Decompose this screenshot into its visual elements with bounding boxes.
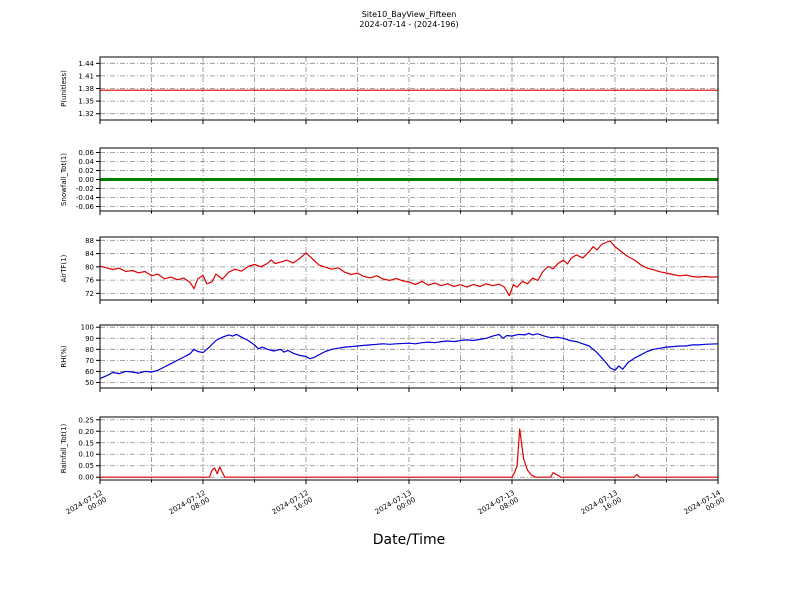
y-tick-label: 100 (81, 324, 94, 332)
y-tick-label: 0.04 (78, 158, 94, 166)
y-tick-label: -0.06 (76, 203, 95, 211)
y-tick-label: 1.41 (78, 72, 94, 80)
x-tick-label: 2024-07-1216:00 (271, 489, 314, 523)
y-tick-label: 0.20 (78, 428, 94, 436)
y-tick-label: 0.00 (78, 176, 94, 184)
y-tick-label: 76 (85, 277, 94, 285)
y-tick-label: 88 (85, 237, 94, 245)
x-axis-title: Date/Time (372, 532, 446, 548)
y-tick-label: 1.35 (78, 98, 94, 106)
y-tick-label: 70 (85, 357, 94, 365)
x-tick-label: 2024-07-1400:00 (683, 489, 727, 523)
grid-airtf (100, 237, 718, 300)
panel-snowfall-tot: 0.060.040.020.00-0.02-0.04-0.06 Snowfall_… (60, 147, 719, 215)
x-tick-labels: 2024-07-1200:00 2024-07-1208:00 2024-07-12… (65, 489, 727, 523)
y-axis-title-airtf: AirTF(1) (60, 254, 68, 282)
y-tick-label: 0.15 (78, 439, 94, 447)
x-tick-label: 2024-07-1316:00 (580, 489, 623, 523)
y-tick-label: 80 (85, 346, 94, 354)
series-airtf (99, 240, 719, 297)
y-axis-snowfall-tot: 0.060.040.020.00-0.02-0.04-0.06 (76, 149, 719, 215)
y-tick-label: 72 (85, 290, 94, 298)
y-tick-label: 0.10 (78, 451, 94, 459)
y-tick-label: 0.02 (78, 167, 94, 175)
chart-subtitle: 2024-07-14 - (2024-196) (359, 20, 459, 29)
y-tick-label: 1.38 (78, 85, 94, 93)
panel-rh: 100 90 80 70 60 50 RH(%) (60, 324, 719, 392)
x-tick-label: 2024-07-1308:00 (477, 489, 520, 523)
y-tick-label: 50 (85, 379, 94, 387)
y-tick-label: 0.25 (78, 416, 94, 424)
y-tick-label: 1.32 (78, 110, 94, 118)
panel-airtf: 88 84 80 76 72 AirTF(1) (60, 236, 719, 304)
y-tick-label: 90 (85, 335, 94, 343)
series-rh (99, 332, 719, 380)
x-tick-label: 2024-07-1300:00 (374, 489, 417, 523)
panel-p: 1.44 1.41 1.38 1.35 1.32 P(unitless) (60, 56, 719, 124)
y-tick-label: 0.05 (78, 462, 94, 470)
x-tick-label: 2024-07-1208:00 (168, 489, 211, 523)
y-tick-label: -0.04 (76, 194, 95, 202)
y-tick-label: 0.00 (78, 474, 94, 482)
chart-title: Site10_BayView_Fifteen (361, 10, 457, 19)
grid-rainfall-tot (100, 417, 718, 480)
y-tick-label: 0.06 (78, 149, 94, 157)
y-axis-airtf: 88 84 80 76 72 (85, 237, 719, 304)
y-tick-label: 1.44 (78, 60, 94, 68)
y-tick-label: -0.02 (76, 185, 94, 193)
grid-rh (100, 325, 718, 388)
y-tick-label: 80 (85, 263, 94, 271)
grid-p (100, 57, 718, 120)
y-tick-label: 60 (85, 368, 94, 376)
x-tick-label: 2024-07-1200:00 (65, 489, 108, 523)
series-rainfall-tot (100, 428, 718, 478)
y-axis-p: 1.44 1.41 1.38 1.35 1.32 (78, 60, 719, 124)
panel-rainfall-tot: 0.25 0.20 0.15 0.10 0.05 0.00 Rainfall_Tot(1) (60, 416, 719, 484)
y-axis-rainfall-tot: 0.25 0.20 0.15 0.10 0.05 0.00 (78, 416, 719, 484)
y-tick-label: 84 (85, 250, 94, 258)
y-axis-title-p: P(unitless) (60, 70, 68, 107)
y-axis-title-rh: RH(%) (60, 345, 68, 368)
y-axis-title-rainfall-tot: Rainfall_Tot(1) (60, 423, 68, 473)
y-axis-rh: 100 90 80 70 60 50 (81, 324, 719, 392)
y-axis-title-snowfall-tot: Snowfall_Tot(1) (60, 153, 68, 206)
